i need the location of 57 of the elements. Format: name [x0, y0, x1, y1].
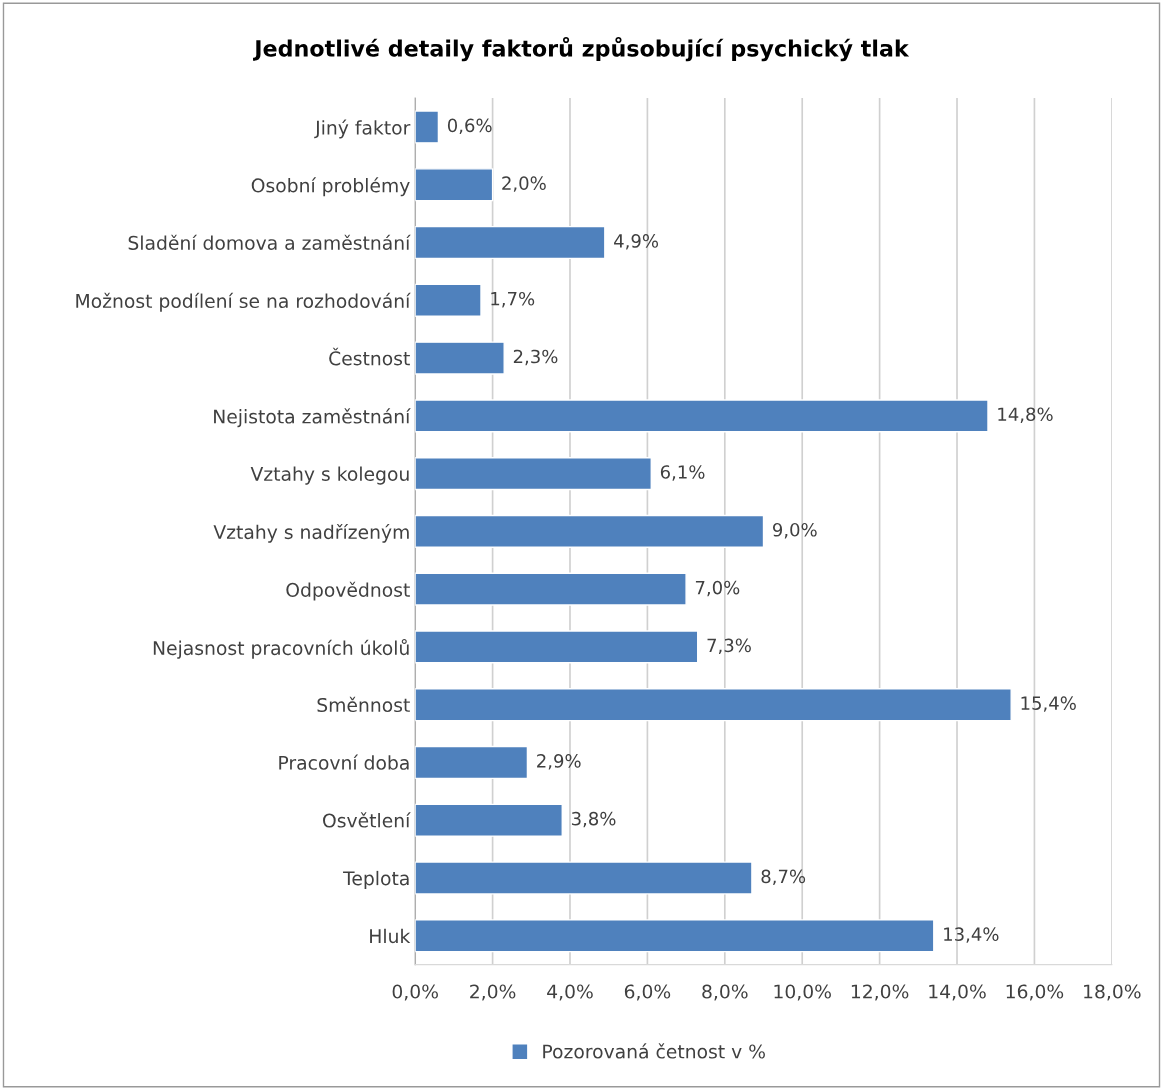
data-label: 9,0% — [772, 522, 817, 539]
data-label: 15,4% — [1021, 696, 1076, 712]
y-tick-label: Teplota — [343, 870, 409, 890]
data-label: 2,3% — [513, 349, 558, 366]
bar — [415, 514, 765, 548]
x-tick-label: 8,0% — [702, 984, 748, 1001]
y-tick-label: Nejistota zaměstnání — [214, 408, 411, 428]
data-label: 7,3% — [707, 638, 751, 654]
data-label: 0,6% — [447, 118, 492, 135]
y-tick-label: Hluk — [370, 928, 411, 944]
x-tick-label: 12,0% — [851, 984, 909, 1001]
data-label: 2,9% — [537, 754, 581, 770]
chart-title: Jednotlivé detaily faktorů způsobující psychický tlak — [253, 36, 910, 62]
x-tick-label: 14,0% — [929, 984, 986, 1001]
x-tick-label: 6,0% — [624, 984, 671, 1001]
bar — [415, 225, 606, 260]
bar — [415, 630, 699, 664]
y-tick-label: Vztahy s kolegou — [250, 466, 409, 485]
bar — [415, 861, 753, 895]
y-tick-label: Čestnost — [329, 347, 410, 366]
bar — [415, 572, 687, 606]
data-label: 8,7% — [761, 869, 806, 886]
y-tick-label: Možnost podílení se na rozhodování — [76, 292, 411, 312]
x-tick-label: 0,0% — [392, 984, 438, 1001]
y-tick-label: Nejasnost pracovních úkolů — [153, 638, 409, 659]
data-label: 4,9% — [614, 234, 659, 250]
y-tick-label: Osobní problémy — [251, 177, 410, 197]
y-tick-label: Sladění domova a zaměstnání — [128, 234, 411, 250]
y-tick-label: Vztahy s nadřízeným — [213, 523, 409, 543]
bar — [415, 168, 494, 202]
bar — [415, 803, 563, 837]
x-tick-label: 18,0% — [1084, 984, 1141, 1001]
bar — [415, 110, 440, 144]
bar — [415, 745, 529, 780]
y-tick-label: Pracovní doba — [279, 754, 409, 770]
data-label: 2,0% — [502, 176, 546, 192]
x-tick-label: 16,0% — [1006, 984, 1064, 1001]
bar — [415, 283, 482, 317]
y-tick-label: Směnnost — [317, 696, 410, 713]
data-label: 6,1% — [660, 465, 705, 481]
data-label: 7,0% — [695, 580, 740, 597]
data-label: 13,4% — [944, 927, 999, 943]
y-tick-label: Jiný faktor — [314, 119, 411, 139]
y-tick-label: Osvětlení — [323, 812, 411, 828]
bar — [415, 919, 935, 953]
bar — [415, 457, 652, 491]
x-tick-label: 4,0% — [547, 984, 593, 1001]
x-tick-label: 10,0% — [774, 984, 831, 1001]
bar — [415, 399, 989, 433]
bar — [415, 688, 1012, 722]
data-label: 14,8% — [998, 407, 1053, 423]
bar — [415, 341, 505, 375]
x-tick-label: 2,0% — [470, 984, 516, 1001]
y-tick-label: Odpovědnost — [286, 581, 410, 601]
data-label: 3,8% — [571, 811, 616, 828]
legend-label: Pozorovaná četnost v % — [543, 1043, 765, 1059]
data-label: 1,7% — [491, 291, 535, 308]
